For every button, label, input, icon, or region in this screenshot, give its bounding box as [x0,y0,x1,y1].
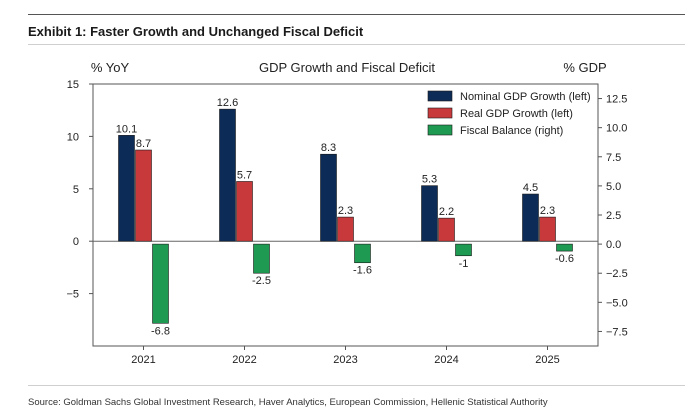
left-axis-label: % YoY [91,60,130,75]
right-tick-label: −2.5 [606,268,628,280]
legend: Nominal GDP Growth (left) Real GDP Growth… [427,90,591,137]
right-tick-label: 0.0 [606,239,621,251]
data-label: 12.6 [217,97,238,109]
right-tick-label: 12.5 [606,94,627,106]
x-tick-label: 2023 [333,354,357,366]
data-label: -0.6 [555,253,574,265]
source-note: Source: Goldman Sachs Global Investment … [28,397,548,408]
bar-nominal [219,108,236,242]
right-axis: 12.5 10.0 7.5 5.0 2.5 0.0 −2.5 −5.0 −7.5 [598,94,628,338]
legend-swatch [427,107,453,119]
legend-swatch [427,124,453,136]
bar-real [135,149,152,242]
bar-nominal [421,185,438,242]
bar-real [236,181,253,242]
data-label: 2.3 [540,205,555,217]
data-label: -1 [459,258,469,270]
bottom-rule [28,385,685,386]
data-label: 5.7 [237,169,252,181]
left-tick-label: 0 [73,236,79,248]
data-label: 4.5 [523,182,538,194]
left-tick-label: 5 [73,184,79,196]
data-label: 8.7 [136,138,151,150]
bar-labels: 10.1 12.6 8.3 5.3 4.5 8.7 5.7 2.3 2.2 2.3 -6.8 -2.5… [116,97,574,337]
top-rule [28,14,685,15]
x-tick-label: 2022 [232,354,256,366]
bar-real [539,216,556,242]
exhibit-title: Exhibit 1: Faster Growth and Unchanged F… [28,24,364,39]
x-axis: 2021 2022 2023 2024 2025 [131,346,560,366]
right-tick-label: 2.5 [606,210,621,222]
bar-real [337,216,354,242]
legend-label: Real GDP Growth (left) [460,108,573,120]
bar-fiscal [354,243,371,264]
chart-title: GDP Growth and Fiscal Deficit [259,60,435,75]
bar-fiscal [556,243,573,252]
right-axis-label: % GDP [563,60,606,75]
right-tick-label: −5.0 [606,297,628,309]
data-label: -1.6 [353,265,372,277]
right-tick-label: −7.5 [606,326,628,338]
bar-fiscal [455,243,472,257]
left-tick-label: 15 [67,79,79,91]
left-tick-label: −5 [66,289,79,301]
bars [118,108,573,324]
right-tick-label: 5.0 [606,181,621,193]
legend-label: Nominal GDP Growth (left) [460,91,591,103]
bar-real [438,217,455,242]
left-tick-label: 10 [67,131,79,143]
left-axis: 15 10 5 0 −5 [66,79,93,301]
data-label: 2.2 [439,206,454,218]
legend-swatch [427,90,453,102]
bar-nominal [320,153,337,242]
data-label: 2.3 [338,205,353,217]
data-label: -6.8 [151,325,170,337]
right-tick-label: 10.0 [606,123,627,135]
bar-fiscal [253,243,270,274]
data-label: 8.3 [321,142,336,154]
chart: GDP Growth and Fiscal Deficit % YoY % GD… [66,60,628,366]
right-tick-label: 7.5 [606,152,621,164]
bar-fiscal [152,243,169,324]
bar-nominal [522,193,539,242]
bar-nominal [118,135,135,242]
x-tick-label: 2024 [434,354,458,366]
title-rule [28,44,685,45]
legend-label: Fiscal Balance (right) [460,125,563,137]
data-label: -2.5 [252,275,271,287]
x-tick-label: 2021 [131,354,155,366]
x-tick-label: 2025 [535,354,559,366]
data-label: 5.3 [422,174,437,186]
data-label: 10.1 [116,123,137,135]
